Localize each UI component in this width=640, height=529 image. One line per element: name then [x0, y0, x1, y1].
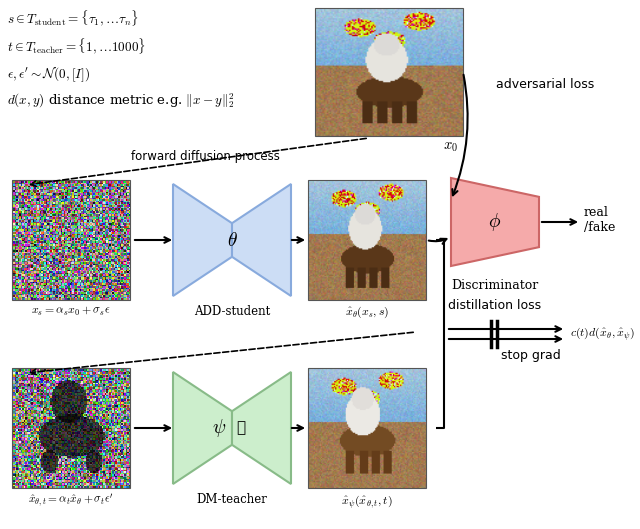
Bar — [12, 368, 130, 488]
Text: 🔒: 🔒 — [236, 421, 245, 435]
Bar — [315, 8, 463, 136]
Polygon shape — [232, 184, 291, 296]
Text: $t \in T_{\mathrm{teacher}} = \{1, \ldots 1000\}$: $t \in T_{\mathrm{teacher}} = \{1, \ldot… — [7, 36, 146, 56]
Polygon shape — [173, 372, 232, 484]
Text: DM-teacher: DM-teacher — [196, 493, 268, 506]
Text: $\psi$: $\psi$ — [212, 417, 226, 439]
Text: forward diffusion process: forward diffusion process — [131, 150, 280, 163]
Text: $x_s = \alpha_s x_0 + \sigma_s \epsilon$: $x_s = \alpha_s x_0 + \sigma_s \epsilon$ — [31, 305, 111, 318]
Text: adversarial loss: adversarial loss — [496, 78, 594, 92]
Text: Discriminator: Discriminator — [451, 279, 539, 292]
Polygon shape — [232, 372, 291, 484]
Text: $\hat{x}_{\theta,t} = \alpha_t \hat{x}_\theta + \sigma_t \epsilon^\prime$: $\hat{x}_{\theta,t} = \alpha_t \hat{x}_\… — [28, 493, 114, 509]
Text: $c(t)d(\hat{x}_\theta, \hat{x}_\psi)$: $c(t)d(\hat{x}_\theta, \hat{x}_\psi)$ — [570, 325, 636, 342]
Bar — [12, 180, 130, 300]
Text: $x_0$: $x_0$ — [443, 139, 458, 154]
Text: $d(x,y)$ distance metric e.g. $\|x-y\|_2^2$: $d(x,y)$ distance metric e.g. $\|x-y\|_2… — [7, 92, 235, 110]
Text: ADD-student: ADD-student — [194, 305, 270, 318]
Bar — [308, 180, 426, 300]
Text: $\hat{x}_\psi(\hat{x}_{\theta,t}, t)$: $\hat{x}_\psi(\hat{x}_{\theta,t}, t)$ — [341, 493, 393, 510]
Polygon shape — [451, 178, 539, 266]
Text: $\hat{x}_\theta(x_s, s)$: $\hat{x}_\theta(x_s, s)$ — [345, 305, 389, 320]
Text: real
/fake: real /fake — [584, 206, 616, 234]
Text: $\theta$: $\theta$ — [227, 231, 237, 250]
Text: $\phi$: $\phi$ — [488, 211, 502, 233]
Text: distillation loss: distillation loss — [448, 299, 541, 312]
Text: $s \in T_{\mathrm{student}} = \{\tau_1, \ldots \tau_n\}$: $s \in T_{\mathrm{student}} = \{\tau_1, … — [7, 8, 139, 28]
Polygon shape — [173, 184, 232, 296]
Bar — [308, 368, 426, 488]
Text: stop grad: stop grad — [501, 349, 561, 362]
Text: $\epsilon, \epsilon' \sim \mathcal{N}(0, [I])$: $\epsilon, \epsilon' \sim \mathcal{N}(0,… — [7, 64, 90, 84]
